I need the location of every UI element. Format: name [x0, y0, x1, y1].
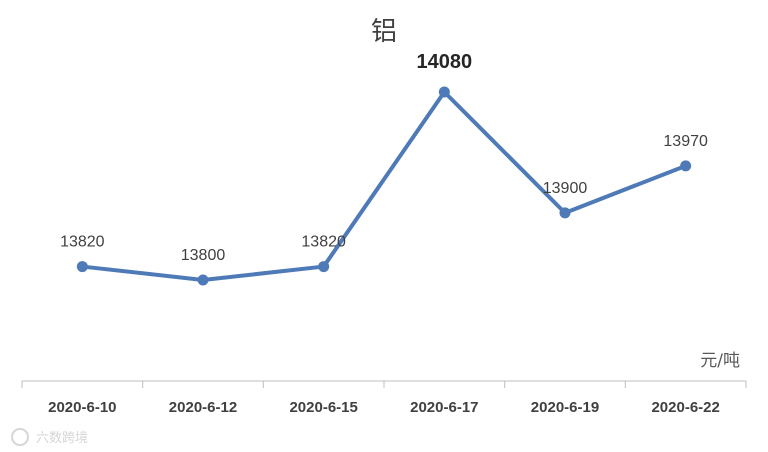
- chart-title: 铝: [371, 17, 397, 47]
- unit-label: 元/吨: [700, 351, 740, 371]
- data-point: [559, 207, 571, 219]
- data-point: [197, 274, 209, 286]
- data-label: 13900: [543, 180, 588, 197]
- series-line: [82, 90, 687, 282]
- data-labels: 13820 13800 13820 14080 13900 13970: [60, 51, 708, 264]
- x-tick-label: 2020-6-22: [651, 399, 719, 416]
- watermark-text: 六数跨境: [36, 431, 88, 446]
- data-point: [680, 160, 692, 172]
- data-point: [76, 261, 88, 273]
- data-label: 13970: [663, 133, 708, 150]
- x-tick-label: 2020-6-15: [289, 399, 357, 416]
- data-label: 14080: [417, 51, 473, 73]
- watermark-logo-icon: [11, 428, 29, 446]
- data-label: 13820: [301, 234, 346, 251]
- x-axis: 2020-6-10 2020-6-12 2020-6-15 2020-6-17 2020…: [21, 380, 747, 416]
- x-tick-label: 2020-6-10: [48, 399, 116, 416]
- data-point: [318, 261, 330, 273]
- x-tick-label: 2020-6-12: [169, 399, 237, 416]
- x-tick-label: 2020-6-19: [531, 399, 599, 416]
- watermark: 六数跨境: [11, 428, 88, 446]
- series-layer: [76, 86, 692, 286]
- data-label: 13800: [181, 247, 226, 264]
- data-point: [438, 86, 450, 98]
- x-tick-label: 2020-6-17: [410, 399, 478, 416]
- data-label: 13820: [60, 234, 105, 251]
